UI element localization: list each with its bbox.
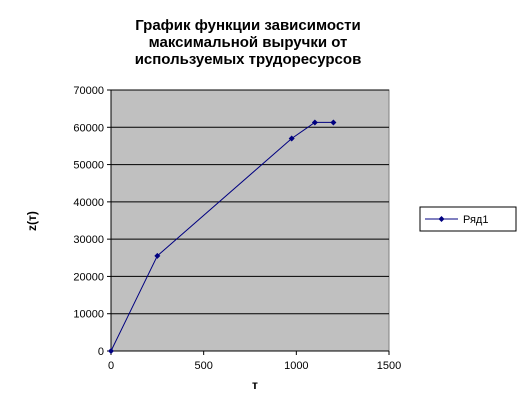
axes xyxy=(107,89,390,355)
y-tick-label: 10000 xyxy=(73,309,104,321)
x-tick-label: 0 xyxy=(108,360,114,372)
data-point xyxy=(330,119,337,126)
plot-area xyxy=(110,89,390,352)
y-axis-label: z(т) xyxy=(25,211,39,231)
y-tick-label: 60000 xyxy=(73,122,104,134)
chart-title: График функции зависимости максимальной … xyxy=(135,17,362,68)
data-point xyxy=(154,252,161,259)
y-tick-label: 30000 xyxy=(73,234,104,246)
legend-series-label: Ряд1 xyxy=(463,214,488,226)
x-tick-label: 500 xyxy=(194,360,212,372)
chart-title-line-1: График функции зависимости xyxy=(135,17,361,34)
x-tick-labels: 0 500 1000 1500 xyxy=(108,360,401,372)
gridlines xyxy=(111,89,389,315)
y-tick-label: 50000 xyxy=(73,160,104,172)
data-point xyxy=(311,119,318,126)
legend-series-marker xyxy=(438,216,445,222)
chart-title-line-2: максимальной выручки от xyxy=(149,34,348,51)
chart-title-line-3: используемых трудоресурсов xyxy=(135,51,362,68)
y-tick-label: 70000 xyxy=(73,85,104,97)
y-tick-label: 20000 xyxy=(73,271,104,283)
legend: Ряд1 xyxy=(419,206,517,232)
data-point xyxy=(108,348,114,354)
x-tick-label: 1500 xyxy=(377,360,401,372)
series-group xyxy=(108,119,337,354)
y-tick-label: 40000 xyxy=(73,197,104,209)
y-tick-label: 0 xyxy=(98,346,104,358)
y-tick-labels: 0 10000 20000 30000 40000 50000 60000 70000 xyxy=(73,85,104,358)
x-axis-label: т xyxy=(252,378,258,392)
x-tick-label: 1000 xyxy=(284,360,308,372)
data-point xyxy=(288,135,295,142)
